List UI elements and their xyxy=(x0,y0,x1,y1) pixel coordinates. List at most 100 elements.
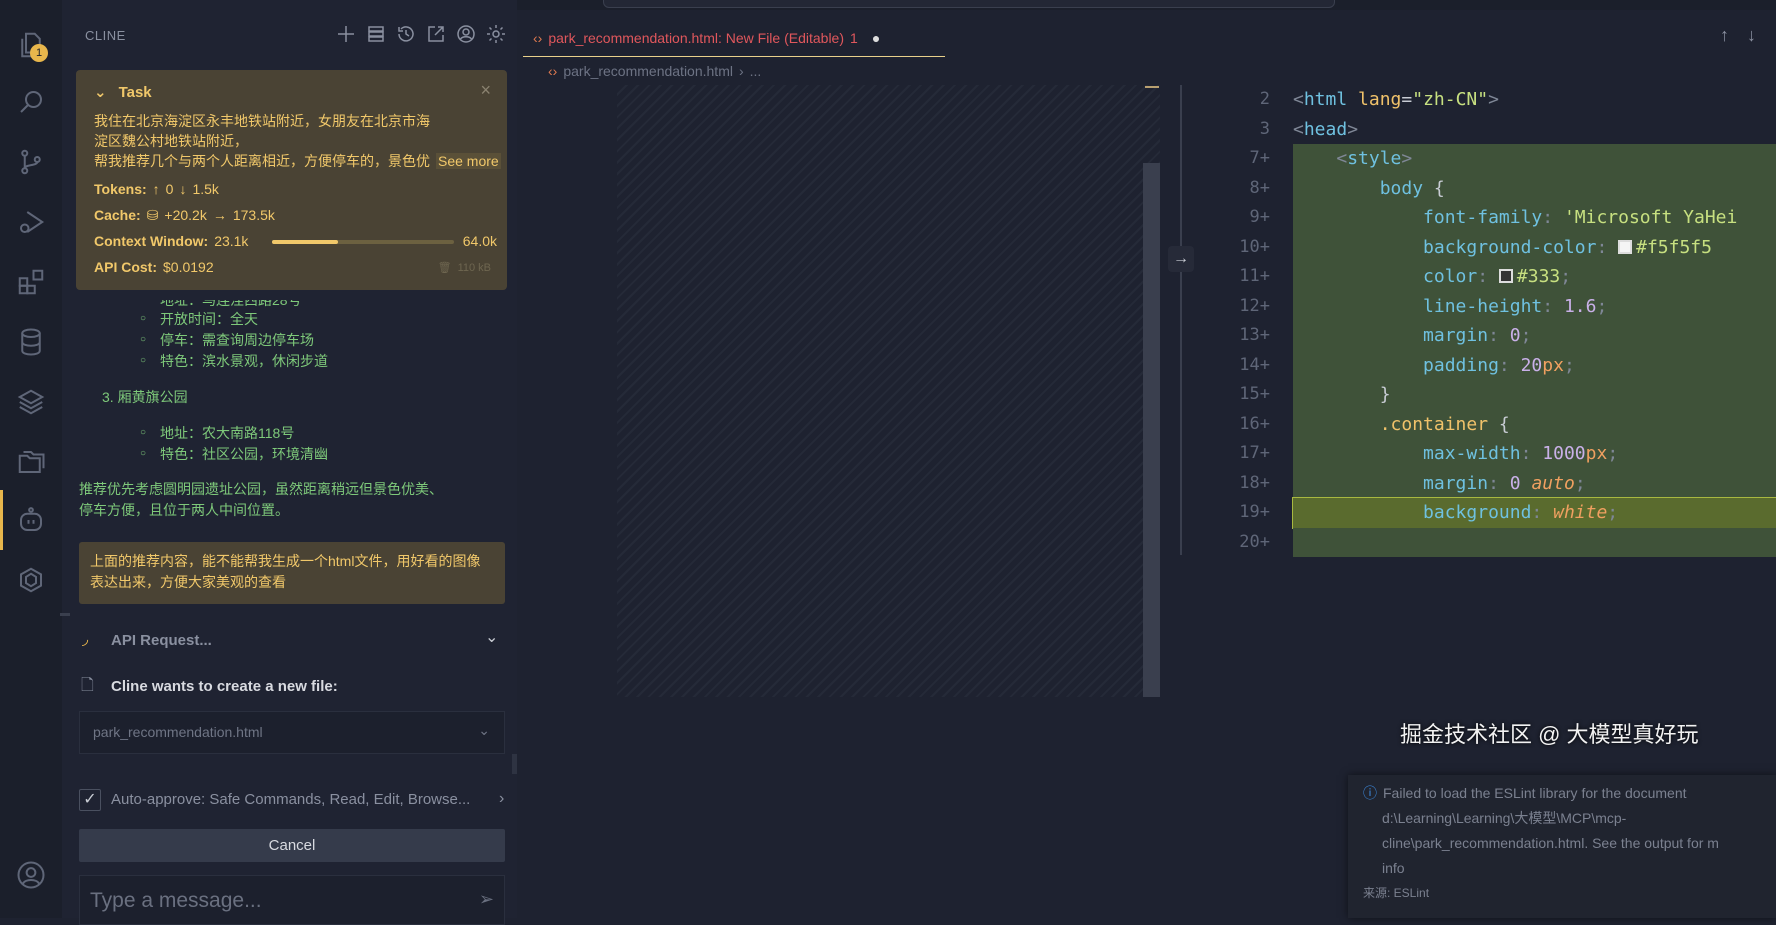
html-file-icon: ‹› xyxy=(548,63,558,79)
file-dropdown[interactable]: park_recommendation.html ⌄ xyxy=(79,711,505,754)
diff-added-bg xyxy=(1293,291,1776,321)
chevron-right-icon[interactable]: › xyxy=(499,790,505,807)
see-more-link[interactable]: See more xyxy=(436,153,501,169)
code-line[interactable]: 15+ } xyxy=(1200,380,1776,410)
cancel-button[interactable]: Cancel xyxy=(79,829,505,862)
account-icon[interactable] xyxy=(14,858,48,892)
send-icon[interactable]: ➢ xyxy=(478,889,494,909)
message-input[interactable]: Type a message... ➢ xyxy=(79,875,505,925)
layers-icon[interactable] xyxy=(14,385,48,419)
activity-bar: 1 xyxy=(0,0,62,918)
list-item: 特色：滨水景观，休闲步道 xyxy=(140,353,328,370)
sidebar-title: CLINE xyxy=(85,28,126,43)
diff-added-bg xyxy=(1293,439,1776,469)
code-line[interactable]: 18+ margin: 0 auto; xyxy=(1200,468,1776,498)
code-text: body { xyxy=(1293,175,1445,202)
auto-approve-checkbox[interactable]: ✓ xyxy=(79,789,101,811)
code-indent xyxy=(1293,325,1423,346)
code-token: padding xyxy=(1423,354,1499,376)
task-header[interactable]: ⌄ Task xyxy=(94,84,152,102)
account-circle-icon[interactable] xyxy=(456,24,478,46)
color-swatch[interactable] xyxy=(1498,269,1513,283)
task-text-line: 淀区魏公村地铁站附近， xyxy=(94,133,248,149)
code-line[interactable]: 2 <html lang="zh-CN"> xyxy=(1200,85,1776,115)
code-text: } xyxy=(1293,381,1391,408)
extensions-icon[interactable] xyxy=(14,265,48,299)
code-line[interactable]: 9+ font-family: 'Microsoft YaHei xyxy=(1200,203,1776,233)
code-punctuation: : xyxy=(1531,502,1554,523)
code-token: 1000 xyxy=(1542,443,1586,464)
code-text: max-width: 1000px; xyxy=(1293,440,1618,467)
code-token: margin xyxy=(1423,472,1489,494)
trash-icon[interactable]: 🗑 xyxy=(437,262,452,274)
sidebar-scrollbar[interactable] xyxy=(512,754,517,774)
history-icon[interactable] xyxy=(396,24,418,46)
line-number: 8+ xyxy=(1249,177,1270,198)
code-punctuation: ; xyxy=(1520,325,1532,346)
line-number: 19+ xyxy=(1239,502,1270,522)
plus-icon[interactable] xyxy=(336,24,358,46)
settings-icon[interactable] xyxy=(486,24,508,46)
database-icon[interactable] xyxy=(14,325,48,359)
close-icon[interactable]: × xyxy=(480,80,491,100)
diff-divider[interactable] xyxy=(1180,85,1182,555)
line-number: 13+ xyxy=(1239,325,1270,345)
folders-icon[interactable] xyxy=(14,445,48,479)
code-line[interactable]: 16+ .container { xyxy=(1200,409,1776,439)
search-icon[interactable] xyxy=(14,85,48,119)
cache-write: +20.2k xyxy=(164,207,207,223)
code-line[interactable]: 10+ background-color: #f5f5f5 xyxy=(1200,232,1776,262)
line-number: 11+ xyxy=(1239,266,1270,286)
code-token: 1.6 xyxy=(1563,295,1597,317)
left-pane-scrollbar[interactable] xyxy=(1143,163,1160,697)
cline-robot-icon[interactable] xyxy=(14,503,48,537)
code-indent xyxy=(1293,414,1380,435)
auto-approve-label[interactable]: Auto-approve: Safe Commands, Read, Edit,… xyxy=(111,791,471,808)
arrow-right-icon[interactable]: → xyxy=(1168,246,1194,272)
code-line[interactable]: 17+ max-width: 1000px; xyxy=(1200,439,1776,469)
color-swatch[interactable] xyxy=(1618,239,1633,254)
source-control-icon[interactable] xyxy=(14,145,48,179)
code-token: font-family xyxy=(1423,207,1543,228)
tab-label: park_recommendation.html: New File (Edit… xyxy=(548,30,845,46)
openai-icon[interactable] xyxy=(14,563,48,597)
breadcrumb-file[interactable]: park_recommendation.html xyxy=(563,63,733,79)
code-line[interactable]: 19+ background: white; xyxy=(1200,497,1776,529)
code-punctuation: ; xyxy=(1560,266,1572,287)
command-center[interactable] xyxy=(603,0,1335,8)
code-line[interactable]: 7+ <style> xyxy=(1200,144,1776,174)
breadcrumb-more[interactable]: ... xyxy=(749,63,762,79)
code-punctuation: > xyxy=(1401,148,1413,169)
code-indent xyxy=(1293,502,1423,523)
drag-handle[interactable] xyxy=(60,613,70,616)
code-text: margin: 0 auto; xyxy=(1293,470,1586,497)
code-line[interactable]: 13+ margin: 0; xyxy=(1200,321,1776,351)
code-punctuation: < xyxy=(1293,118,1304,140)
code-line[interactable]: 8+ body { xyxy=(1200,173,1776,203)
tab-park-recommendation[interactable]: ‹› park_recommendation.html: New File (Ed… xyxy=(523,20,945,57)
code-text: <head> xyxy=(1293,116,1358,143)
code-punctuation: < xyxy=(1336,148,1348,169)
chevron-down-icon[interactable]: ⌄ xyxy=(485,629,499,646)
code-line[interactable]: 3 <head> xyxy=(1200,115,1776,145)
api-request-label[interactable]: API Request... xyxy=(111,632,212,649)
arrow-down-icon[interactable]: ↓ xyxy=(1747,25,1756,45)
code-line[interactable]: 11+ color: #333; xyxy=(1200,262,1776,292)
notification-text: cline\park_recommendation.html. See the … xyxy=(1382,835,1719,851)
code-punctuation: ; xyxy=(1607,502,1619,523)
code-token: background xyxy=(1423,502,1532,523)
code-line[interactable]: 12+ line-height: 1.6; xyxy=(1200,291,1776,321)
code-text: color: #333; xyxy=(1293,263,1571,290)
mcp-servers-icon[interactable] xyxy=(366,24,388,46)
arrow-up-icon[interactable]: ↑ xyxy=(1720,25,1729,45)
unsaved-dot-icon[interactable]: ● xyxy=(871,30,881,46)
code-line[interactable]: 14+ padding: 20px; xyxy=(1200,350,1776,380)
popout-icon[interactable] xyxy=(426,24,448,46)
code-punctuation xyxy=(1521,473,1532,494)
code-token: 0 xyxy=(1509,472,1521,494)
diff-added-bg xyxy=(1293,380,1776,410)
overview-marker xyxy=(1145,86,1159,88)
run-debug-icon[interactable] xyxy=(14,205,48,239)
cost-label: API Cost: xyxy=(94,259,157,275)
code-line[interactable]: 20+ xyxy=(1200,527,1776,557)
